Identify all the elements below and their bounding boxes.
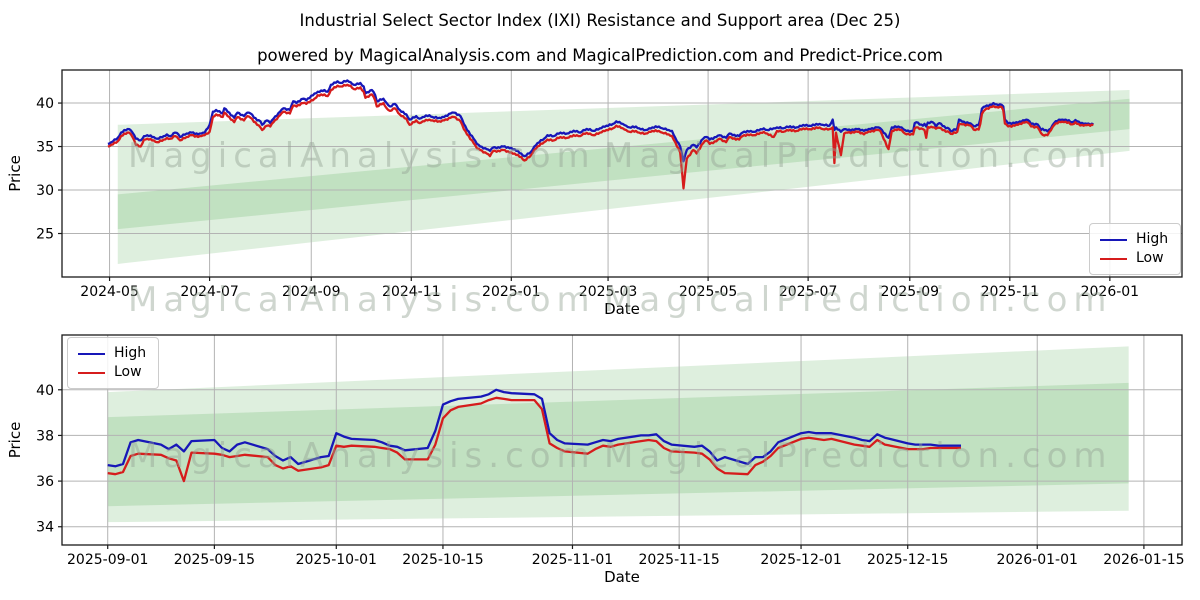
top-x-tick-label: 2025-11 — [981, 284, 1040, 300]
bottom-x-tick-label: 2026-01-01 — [997, 552, 1078, 568]
bottom-x-tick-label: 2025-10-01 — [296, 552, 377, 568]
top-chart-legend: High Low — [1089, 223, 1182, 275]
bottom-x-tick-label: 2025-09-15 — [174, 552, 255, 568]
top-ylabel: Price — [6, 155, 24, 192]
top-x-tick-label: 2024-11 — [382, 284, 441, 300]
legend-item-low: Low — [78, 363, 146, 382]
top-x-tick-label: 2025-05 — [679, 284, 738, 300]
legend-item-high: High — [1100, 230, 1168, 249]
top-support-band — [117, 98, 1130, 264]
top-x-tick-label: 2024-09 — [282, 284, 341, 300]
bottom-x-tick-label: 2025-10-15 — [402, 552, 483, 568]
bottom-resistance-band — [107, 346, 1129, 507]
top-y-tick-label: 35 — [36, 140, 54, 156]
bottom-y-tick-label: 34 — [36, 520, 54, 536]
legend-item-low: Low — [1100, 249, 1168, 268]
bottom-x-tick-label: 2025-12-01 — [760, 552, 841, 568]
top-x-tick-label: 2024-07 — [180, 284, 239, 300]
bottom-high-line — [107, 388, 961, 468]
page-subtitle: powered by MagicalAnalysis.com and Magic… — [257, 46, 943, 65]
top-low-line — [107, 83, 1094, 190]
high-line-swatch — [1100, 238, 1127, 241]
bottom-x-tick-label: 2025-09-01 — [67, 552, 148, 568]
legend-label-high: High — [1136, 231, 1169, 247]
top-x-tick-label: 2025-09 — [881, 284, 940, 300]
top-x-tick-label: 2025-03 — [579, 284, 638, 300]
bottom-y-tick-label: 36 — [36, 474, 54, 490]
bottom-y-tick-label: 40 — [36, 383, 54, 399]
top-y-tick-label: 25 — [36, 227, 54, 243]
legend-label-high: High — [114, 345, 147, 361]
bottom-xlabel: Date — [604, 568, 640, 586]
low-line-swatch — [78, 371, 105, 374]
legend-label-low: Low — [114, 364, 142, 380]
bottom-support-band — [107, 382, 1129, 523]
legend-item-high: High — [78, 344, 146, 363]
bottom-low-line — [107, 396, 961, 483]
top-high-line — [107, 79, 1094, 163]
bottom-x-tick-label: 2025-11-15 — [638, 552, 719, 568]
top-y-tick-label: 30 — [36, 183, 54, 199]
bottom-y-tick-label: 38 — [36, 428, 54, 444]
bottom-ylabel: Price — [6, 422, 24, 459]
top-plot-border — [61, 69, 1183, 278]
top-y-tick-label: 40 — [36, 96, 54, 112]
top-xlabel: Date — [604, 300, 640, 318]
page-title: Industrial Select Sector Index (IXI) Res… — [299, 11, 901, 30]
bottom-plot-border — [61, 334, 1183, 546]
top-x-tick-label: 2024-05 — [80, 284, 139, 300]
low-line-swatch — [1100, 257, 1127, 260]
high-line-swatch — [78, 352, 105, 355]
legend-label-low: Low — [1136, 250, 1164, 266]
bottom-chart-legend: High Low — [67, 337, 160, 389]
top-x-tick-label: 2025-07 — [779, 284, 838, 300]
bottom-x-tick-label: 2026-01-15 — [1103, 552, 1184, 568]
top-resistance-band — [117, 90, 1130, 230]
top-x-tick-label: 2026-01 — [1081, 284, 1140, 300]
bottom-x-tick-label: 2025-11-01 — [532, 552, 613, 568]
bottom-x-tick-label: 2025-12-15 — [867, 552, 948, 568]
top-x-tick-label: 2025-01 — [482, 284, 541, 300]
